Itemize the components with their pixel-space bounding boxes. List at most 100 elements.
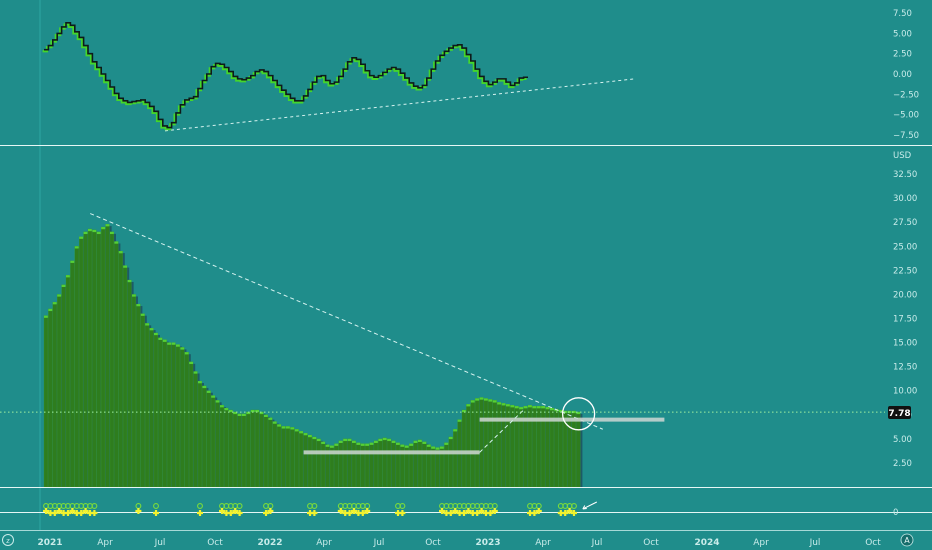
price-bar	[233, 411, 238, 488]
price-bar	[382, 437, 387, 488]
price-bar-cap	[550, 408, 554, 411]
price-tick-label: 30.00	[893, 194, 917, 204]
price-bar-cap	[576, 411, 581, 415]
price-bar-cap	[321, 441, 325, 444]
signal-dot-outline	[571, 503, 577, 509]
price-bar	[237, 413, 242, 488]
price-bar	[193, 371, 198, 488]
price-bar	[567, 410, 572, 488]
price-bar	[285, 426, 290, 488]
price-bar-cap	[330, 445, 334, 448]
price-bar	[202, 385, 207, 488]
price-bar-cap	[127, 279, 132, 283]
oscillator-tick-label: −2.50	[893, 90, 919, 100]
price-bar-cap	[303, 433, 308, 436]
oscillator-tick-label: 0.00	[893, 70, 912, 80]
price-bar-cap	[558, 409, 563, 413]
price-bar-cap	[426, 444, 431, 447]
time-axis-label: Oct	[865, 538, 881, 548]
signal-marker	[474, 510, 481, 516]
price-bar-cap	[149, 328, 154, 331]
price-bar-cap	[250, 409, 255, 413]
price-bar	[294, 429, 299, 488]
price-bar	[83, 231, 88, 488]
price-bar	[114, 241, 119, 488]
price-bar	[321, 441, 326, 488]
price-bar-cap	[404, 445, 409, 448]
price-bar-cap	[233, 411, 237, 415]
price-bar-cap	[316, 438, 321, 442]
price-bar	[492, 400, 497, 488]
price-bar	[145, 323, 150, 488]
price-bar-cap	[541, 406, 545, 409]
price-bar	[184, 352, 189, 488]
signal-marker	[465, 508, 472, 514]
price-pane[interactable]	[0, 213, 885, 488]
price-bar	[224, 407, 229, 488]
tradingview-logo-icon[interactable]: ᴢ	[2, 534, 14, 546]
price-bar	[259, 411, 264, 488]
price-annotations	[0, 213, 885, 455]
price-bar	[96, 231, 101, 488]
price-bar-cap	[66, 275, 70, 278]
signal-marker	[566, 508, 573, 514]
price-bar-cap	[475, 398, 479, 401]
price-bar-cap	[176, 344, 180, 347]
price-bar-cap	[536, 406, 541, 409]
price-bar	[61, 284, 66, 488]
signal-marker	[311, 510, 318, 516]
price-bar-cap	[110, 231, 114, 235]
price-bar-cap	[215, 400, 220, 403]
time-axis[interactable]: 2021 Apr Jul Oct 2022 Apr Jul Oct 2023 Apr Jul Oct 2…	[37, 538, 881, 548]
price-bar-cap	[431, 446, 435, 449]
time-axis-label: 2023	[475, 538, 500, 548]
price-bar-cap	[294, 429, 299, 432]
time-axis-label: 2022	[257, 538, 282, 548]
price-bar-cap	[224, 408, 229, 411]
price-bar-cap	[374, 440, 378, 443]
price-bar-cap	[510, 405, 515, 408]
price-bar-cap	[206, 390, 211, 393]
price-bar-cap	[220, 405, 224, 408]
price-bar-cap	[466, 404, 471, 407]
price-bar	[501, 403, 506, 488]
price-bar-cap	[237, 413, 242, 417]
price-bar-cap	[299, 431, 303, 434]
price-bar	[395, 442, 400, 488]
oscillator-step-line	[42, 22, 528, 131]
price-bar	[576, 411, 581, 488]
price-bar	[70, 260, 75, 488]
oscillator-pane[interactable]	[42, 22, 635, 132]
price-bar-cap	[506, 404, 510, 407]
price-bar-cap	[435, 447, 440, 450]
time-axis-label: Jul	[809, 538, 821, 548]
price-bar	[373, 440, 378, 488]
auto-scale-icon[interactable]: A	[900, 533, 914, 547]
last-price-marker-box	[888, 406, 911, 419]
price-bar	[413, 440, 418, 488]
oscillator-tick-label: 2.50	[893, 50, 912, 60]
signal-dot-outline	[399, 503, 406, 509]
price-bar-cap	[189, 361, 193, 365]
oscillator-trendline	[164, 78, 635, 132]
price-bar	[255, 409, 260, 488]
signal-marker	[491, 508, 498, 514]
price-bar-cap	[242, 413, 246, 417]
signal-marker	[135, 508, 142, 514]
signal-marker	[478, 508, 485, 514]
price-bar	[409, 443, 414, 488]
signal-marker	[447, 510, 454, 516]
price-bar	[175, 344, 180, 488]
price-bar	[417, 439, 422, 488]
price-bar-cap	[457, 419, 462, 422]
price-bar-cap	[312, 436, 317, 440]
price-bar-cap	[228, 409, 233, 413]
signal-pane[interactable]	[0, 501, 932, 516]
price-bar	[360, 443, 365, 488]
price-bar-cap	[101, 227, 105, 230]
price-bar	[497, 402, 502, 488]
price-bar-cap	[136, 304, 141, 307]
price-bar	[365, 443, 370, 488]
price-tick-label: 5.00	[893, 435, 912, 445]
